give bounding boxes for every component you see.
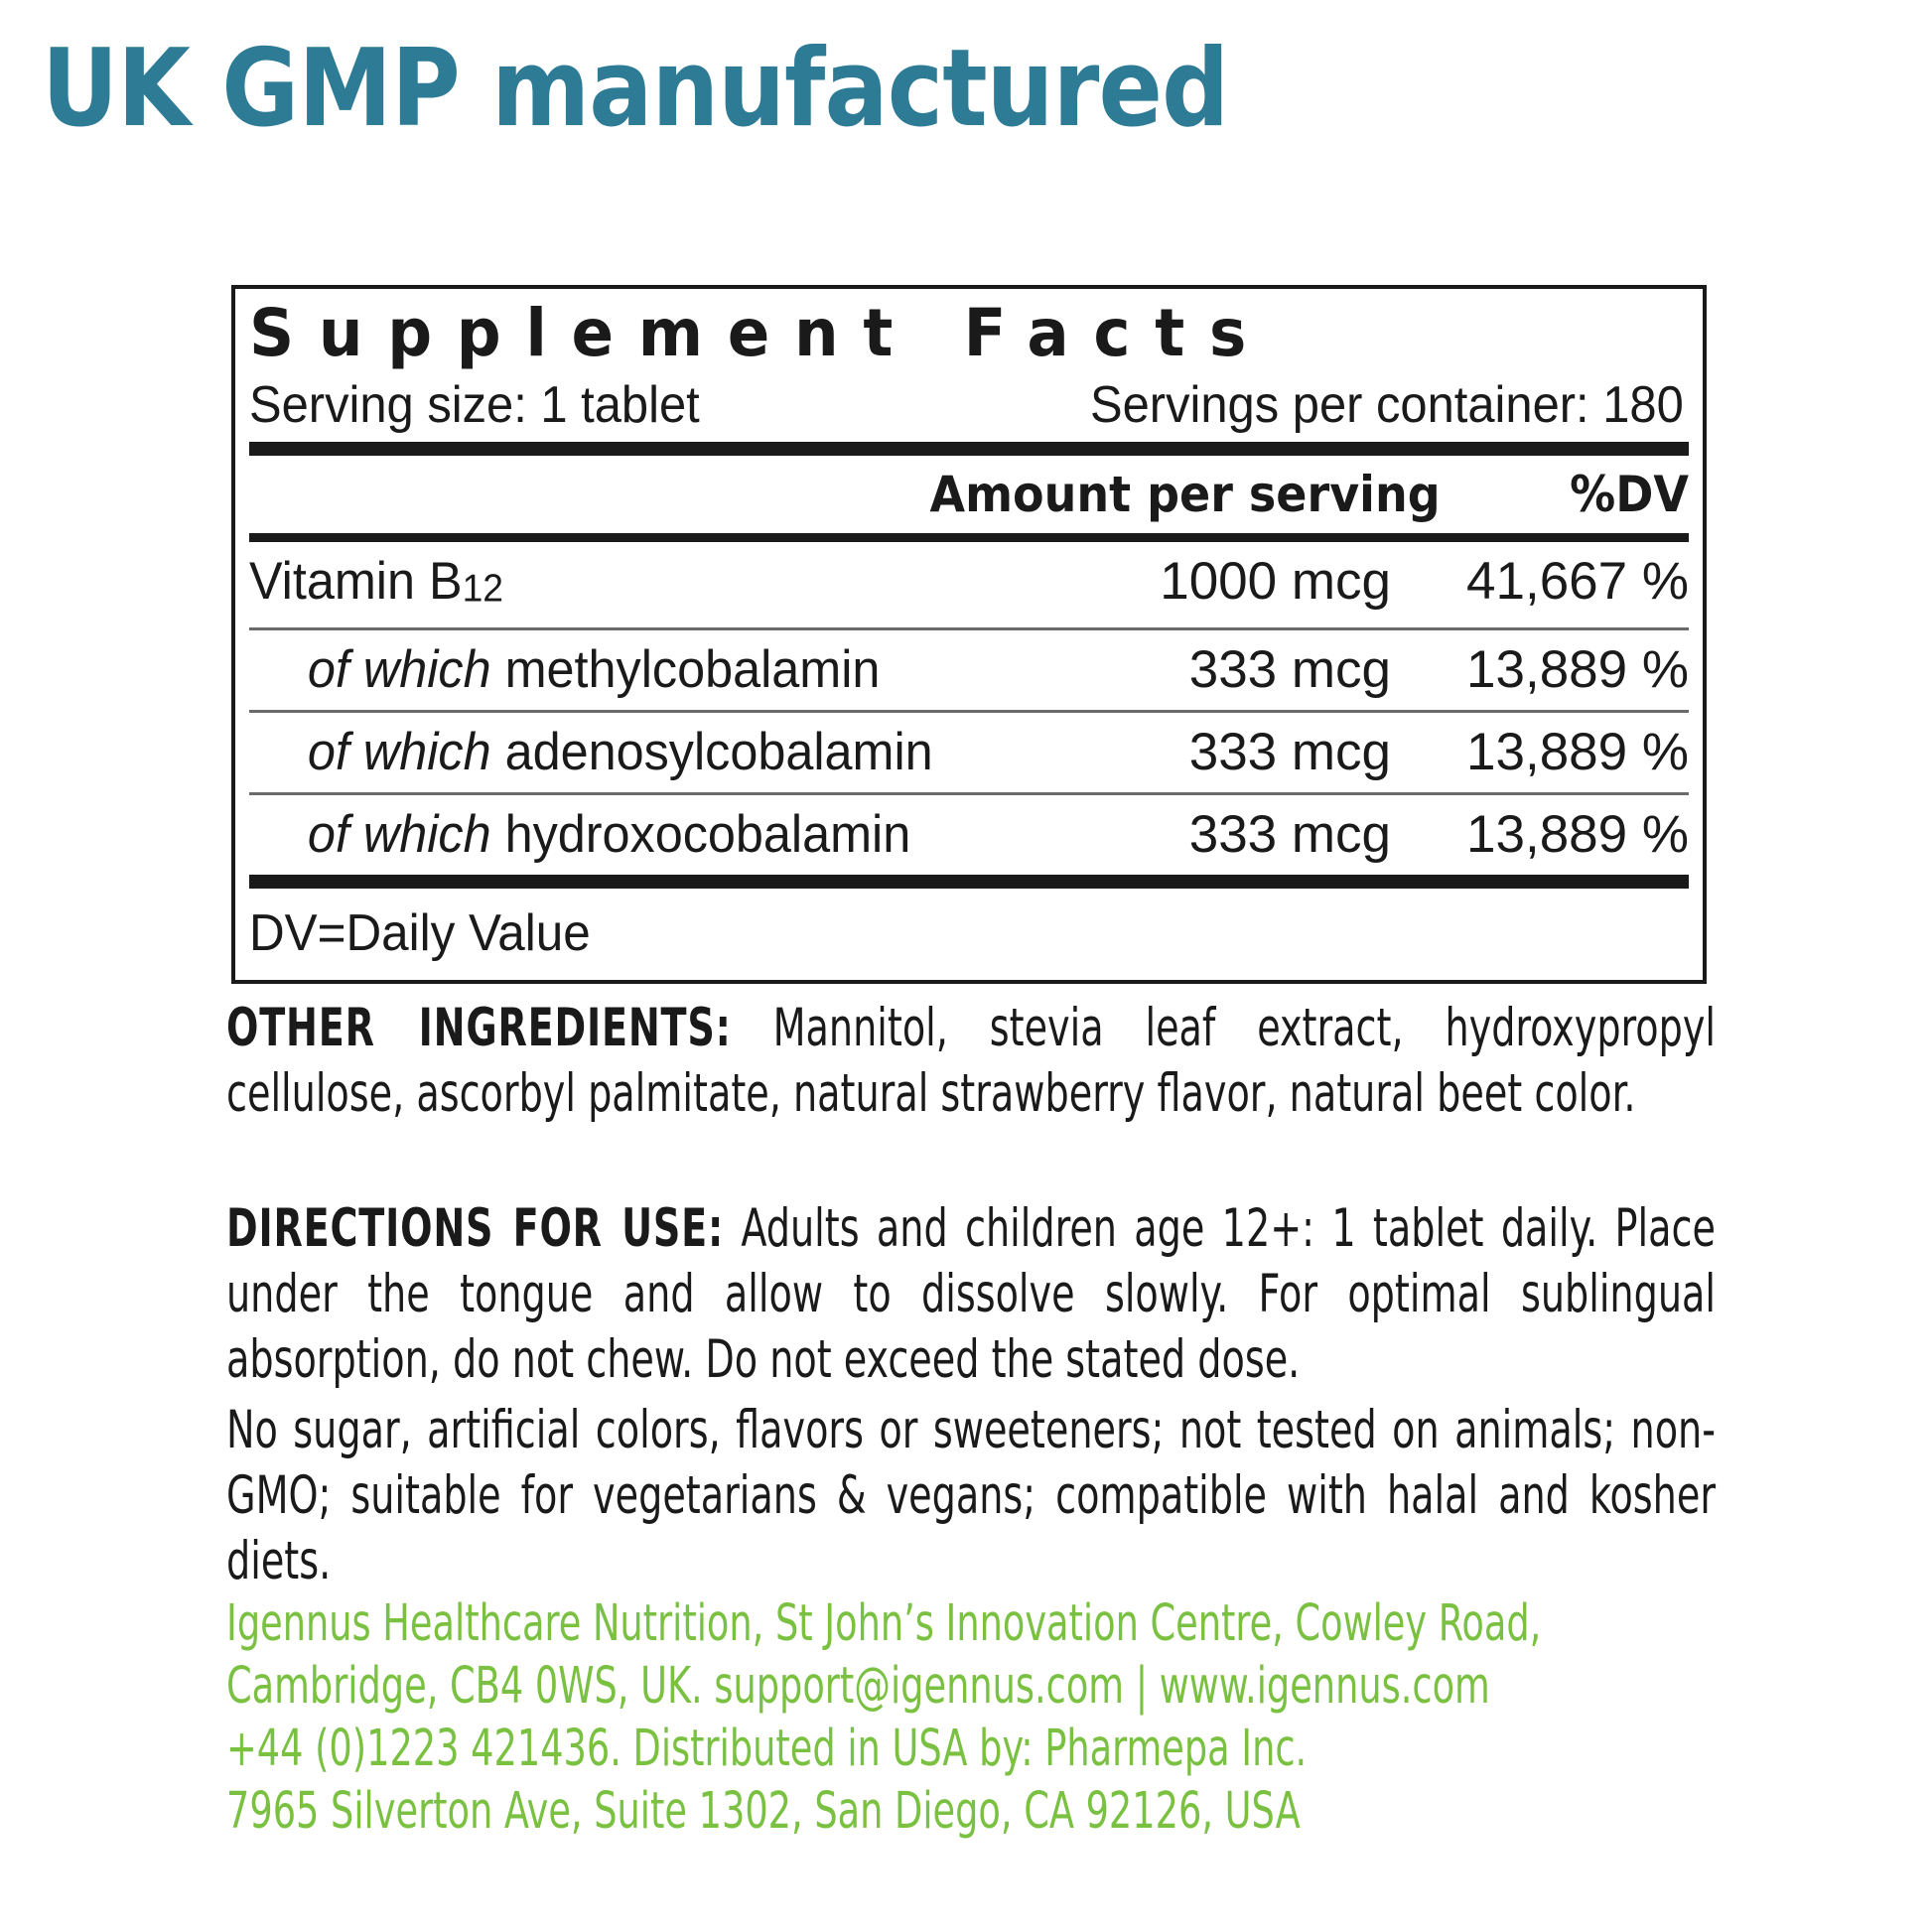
serving-info-row: Serving size: 1 tablet Servings per cont… bbox=[249, 374, 1684, 442]
table-column-headers: Amount per serving %DV bbox=[249, 456, 1689, 533]
nutrient-name-prefix: of which bbox=[307, 723, 491, 782]
nutrient-name-text: adenosylcobalamin bbox=[504, 723, 933, 782]
nutrient-name: of which methylcobalamin bbox=[249, 632, 1023, 708]
nutrient-name-prefix: of which bbox=[307, 805, 491, 865]
contact-line-3: +44 (0)1223 421436. Distributed in USA b… bbox=[226, 1720, 1308, 1778]
divider-med-under-headers bbox=[249, 533, 1689, 542]
table-row: of which adenosylcobalamin 333 mcg 13,88… bbox=[249, 713, 1689, 792]
supplement-facts-panel: Supplement Facts Serving size: 1 tablet … bbox=[231, 285, 1707, 985]
claims-text: No sugar, artificial colors, flavors or … bbox=[226, 1400, 1716, 1591]
table-row: of which methylcobalamin 333 mcg 13,889 … bbox=[249, 630, 1689, 710]
column-header-daily-value: %DV bbox=[1570, 466, 1689, 523]
nutrient-name: of which hydroxocobalamin bbox=[249, 797, 1023, 873]
divider-thin-2 bbox=[249, 710, 1689, 714]
contact-line-1: Igennus Healthcare Nutrition, St John’s … bbox=[226, 1594, 1542, 1653]
servings-per-container-label: Servings per container: 180 bbox=[1089, 376, 1684, 434]
divider-thin-3 bbox=[249, 792, 1689, 796]
nutrient-name-subscript: 12 bbox=[462, 566, 504, 611]
nutrient-name-text: methylcobalamin bbox=[504, 640, 881, 700]
divider-thick-bottom bbox=[249, 875, 1689, 890]
other-ingredients-text: Mannitol, stevia leaf extract, hydroxypr… bbox=[226, 998, 1716, 1124]
contact-line-4: 7965 Silverton Ave, Suite 1302, San Dieg… bbox=[226, 1782, 1301, 1841]
directions-label: DIRECTIONS FOR USE: bbox=[226, 1198, 725, 1259]
nutrient-amount: 333 mcg bbox=[1188, 723, 1391, 782]
other-ingredients-block: OTHER INGREDIENTS: Mannitol, stevia leaf… bbox=[226, 996, 1716, 1127]
nutrient-daily-value: 41,667 % bbox=[1466, 552, 1689, 611]
nutrient-daily-value: 13,889 % bbox=[1466, 805, 1689, 865]
table-row: Vitamin B12 1000 mcg 41,667 % bbox=[249, 542, 1689, 627]
divider-thick-top bbox=[249, 442, 1689, 456]
nutrient-name: of which adenosylcobalamin bbox=[249, 715, 1023, 790]
divider-thin-1 bbox=[249, 627, 1689, 631]
nutrient-amount: 1000 mcg bbox=[1160, 552, 1391, 611]
nutrient-daily-value: 13,889 % bbox=[1466, 723, 1689, 782]
page-title: UK GMP manufactured bbox=[42, 27, 1229, 151]
serving-size-label: Serving size: 1 tablet bbox=[249, 376, 700, 434]
contact-block: Igennus Healthcare Nutrition, St John’s … bbox=[226, 1592, 1716, 1843]
nutrient-amount: 333 mcg bbox=[1188, 640, 1391, 700]
supplement-facts-title: Supplement Facts bbox=[249, 295, 1271, 371]
nutrient-name-text: hydroxocobalamin bbox=[504, 805, 911, 865]
directions-block: DIRECTIONS FOR USE: Adults and children … bbox=[226, 1196, 1716, 1393]
nutrient-name-prefix: of which bbox=[307, 640, 491, 700]
column-header-amount: Amount per serving bbox=[929, 466, 1441, 523]
nutrient-daily-value: 13,889 % bbox=[1466, 640, 1689, 700]
other-ingredients-label: OTHER INGREDIENTS: bbox=[226, 998, 732, 1058]
claims-block: No sugar, artificial colors, flavors or … bbox=[226, 1398, 1716, 1594]
directions-text: Adults and children age 12+: 1 tablet da… bbox=[226, 1198, 1716, 1390]
nutrient-amount: 333 mcg bbox=[1188, 805, 1391, 865]
nutrient-name-text: Vitamin B bbox=[249, 552, 463, 611]
daily-value-footnote: DV=Daily Value bbox=[249, 904, 591, 963]
table-row: of which hydroxocobalamin 333 mcg 13,889… bbox=[249, 795, 1689, 875]
contact-line-2: Cambridge, CB4 0WS, UK. support@igennus.… bbox=[226, 1657, 1490, 1716]
nutrient-name: Vitamin B12 bbox=[249, 544, 1023, 625]
